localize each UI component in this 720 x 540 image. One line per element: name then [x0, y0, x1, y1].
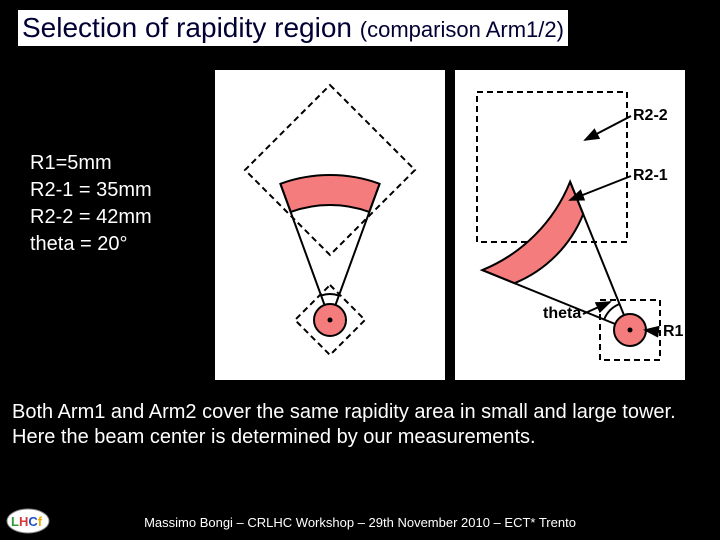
label-r2-1: R2-1: [633, 167, 668, 184]
arrow: [570, 176, 631, 200]
arrow: [645, 330, 661, 332]
logo-lhcf: LHCf: [6, 508, 50, 534]
slide-title: Selection of rapidity region (comparison…: [18, 10, 568, 46]
label-r1: R1: [663, 323, 684, 340]
theta-arc: [321, 294, 339, 296]
label-theta: theta: [543, 305, 581, 322]
diagram-arm2: R2-2 R2-1 theta R1: [455, 70, 685, 380]
annulus-wedge: [280, 175, 379, 212]
param-line: R2-1 = 35mm: [30, 177, 152, 204]
title-main: Selection of rapidity region: [22, 12, 352, 43]
param-line: R2-2 = 42mm: [30, 204, 152, 231]
diagram-arm2-svg: R2-2 R2-1 theta R1: [455, 70, 685, 380]
large-diamond: [245, 85, 415, 255]
label-r2-2: R2-2: [633, 107, 668, 124]
svg-text:LHCf: LHCf: [11, 514, 43, 529]
diagram-arm1: [215, 70, 445, 380]
diagram-arm1-svg: [215, 70, 445, 380]
annulus-wedge: [482, 182, 583, 284]
title-sub: (comparison Arm1/2): [360, 17, 564, 42]
parameter-list: R1=5mm R2-1 = 35mm R2-2 = 42mm theta = 2…: [30, 150, 152, 258]
arrow: [583, 302, 610, 314]
param-line: R1=5mm: [30, 150, 152, 177]
arrow: [585, 116, 631, 140]
theta-arc: [604, 304, 619, 320]
footer-text: Massimo Bongi – CRLHC Workshop – 29th No…: [0, 515, 720, 530]
param-line: theta = 20°: [30, 231, 152, 258]
center-dot: [628, 328, 633, 333]
caption-text: Both Arm1 and Arm2 cover the same rapidi…: [12, 400, 708, 450]
center-dot: [328, 318, 333, 323]
